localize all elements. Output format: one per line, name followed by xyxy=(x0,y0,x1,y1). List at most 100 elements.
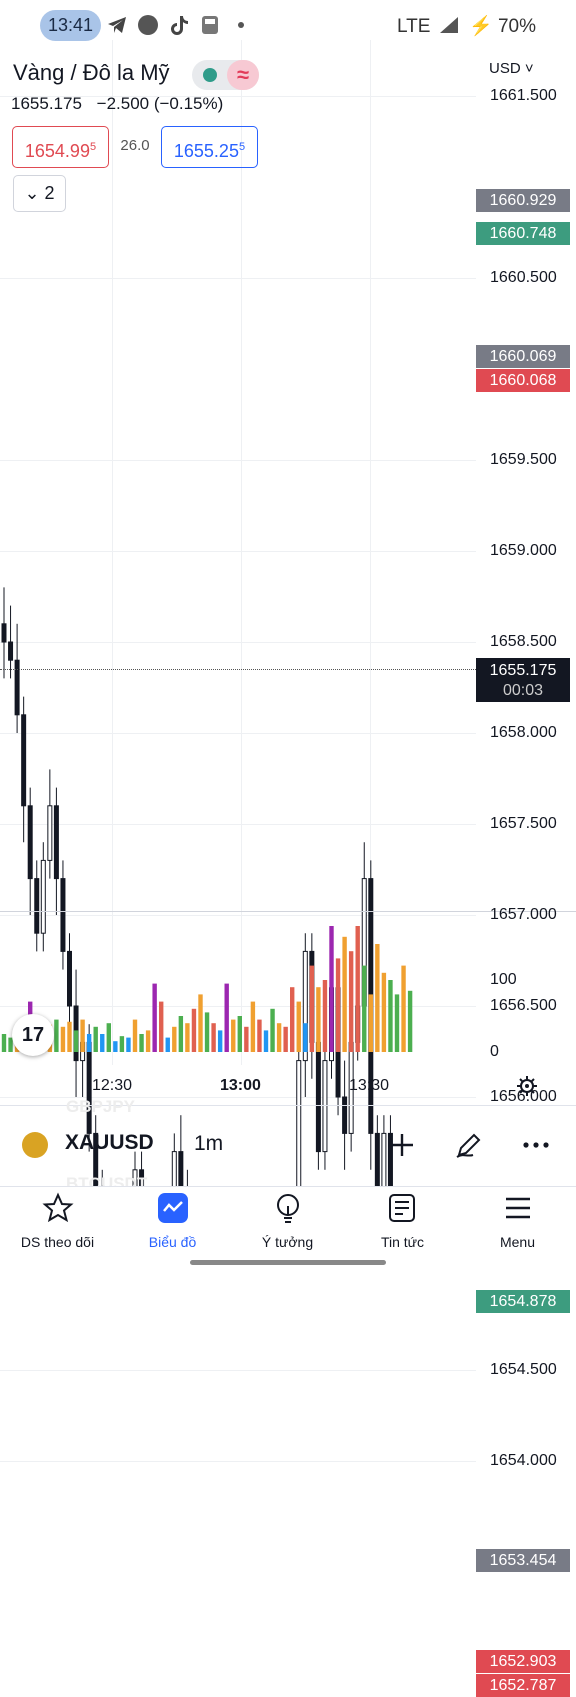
price-level-label: 1652.787 xyxy=(476,1673,570,1697)
spread-value: 26.0 xyxy=(120,137,150,154)
candle-body xyxy=(47,805,53,861)
h-gridline xyxy=(0,1370,476,1371)
gold-coin-icon[interactable] xyxy=(22,1132,48,1158)
h-gridline xyxy=(0,460,476,461)
volume-tick: 0 xyxy=(490,1043,499,1060)
volume-bar xyxy=(126,1037,131,1052)
plus-icon[interactable] xyxy=(388,1131,416,1159)
volume-bar xyxy=(276,1023,282,1052)
volume-bar xyxy=(191,1008,197,1052)
interval-selector[interactable]: 1m xyxy=(194,1132,224,1155)
toolbar-divider xyxy=(0,1105,576,1106)
price-tick: 1657.000 xyxy=(490,906,557,923)
current-price-line xyxy=(0,669,490,670)
candle-body xyxy=(60,878,66,952)
volume-bar xyxy=(8,1037,13,1052)
price-change: −2.500 (−0.15%) xyxy=(96,94,224,113)
price-level-label: 1660.069 xyxy=(476,345,570,369)
price-tick: 1654.500 xyxy=(490,1361,557,1378)
buy-button[interactable]: 1655.255 xyxy=(161,126,258,168)
more-icon[interactable] xyxy=(522,1131,550,1159)
h-gridline xyxy=(0,1097,476,1098)
volume-bar xyxy=(316,987,321,1052)
last-price: 1655.175 xyxy=(11,94,82,113)
volume-tick: 100 xyxy=(490,971,517,988)
volume-bar xyxy=(119,1036,125,1052)
symbol-title[interactable]: Vàng / Đô la Mỹ xyxy=(13,60,170,85)
price-tick: 1656.500 xyxy=(490,997,557,1014)
h-gridline xyxy=(0,733,476,734)
candle-body xyxy=(86,1041,92,1134)
price-level-label: 1660.068 xyxy=(476,369,570,393)
price-tick: 1657.500 xyxy=(490,815,557,832)
buy-price: 1655.25 xyxy=(173,141,239,161)
h-gridline xyxy=(0,1461,476,1462)
volume-bar xyxy=(270,1008,275,1052)
h-gridline xyxy=(0,915,476,916)
volume-bar xyxy=(198,994,203,1052)
volume-bar xyxy=(60,1026,66,1052)
price-tick: 1656.000 xyxy=(490,1088,557,1105)
v-gridline xyxy=(241,40,242,1065)
sell-button[interactable]: 1654.995 xyxy=(12,126,109,168)
volume-bar xyxy=(290,987,295,1052)
nav-item-ideas[interactable]: Ý tưởng xyxy=(230,1192,345,1250)
price-tick: 1661.500 xyxy=(490,87,557,104)
volume-bar xyxy=(204,1012,210,1052)
menu-icon xyxy=(505,1197,530,1219)
network-type: LTE xyxy=(397,16,431,37)
nav-label: Menu xyxy=(499,1234,536,1250)
status-right: LTE ⚡ 70% xyxy=(397,14,536,38)
settings-gear-icon[interactable] xyxy=(516,1075,538,1097)
candle-body xyxy=(342,1096,348,1134)
candle-body xyxy=(178,1151,184,1189)
nav-item-news[interactable]: Tin tức xyxy=(345,1192,460,1250)
price-level-label: 1660.929 xyxy=(476,188,570,212)
volume-bar xyxy=(106,1023,111,1052)
volume-bar xyxy=(100,1034,105,1052)
volume-pane-divider[interactable] xyxy=(0,911,576,912)
pen-draw-icon[interactable] xyxy=(455,1131,483,1159)
collapse-indicators-button[interactable]: ⌄ 2 xyxy=(13,175,66,212)
h-gridline xyxy=(0,824,476,825)
symbol-ticker[interactable]: XAUUSD xyxy=(65,1131,154,1154)
currency-selector[interactable]: USD ˅ xyxy=(489,60,534,77)
time-label: 13:30 xyxy=(349,1077,390,1094)
home-indicator[interactable] xyxy=(190,1260,386,1265)
nav-item-watchlist[interactable]: DS theo dõi xyxy=(0,1192,115,1250)
price-level-label: 1654.878 xyxy=(476,1290,570,1314)
currency-label: USD xyxy=(489,60,521,77)
volume-bar xyxy=(113,1041,118,1052)
price-tick: 1658.500 xyxy=(490,633,557,650)
price-summary: 1655.175 −2.500 (−0.15%) xyxy=(11,94,223,114)
nav-item-menu[interactable]: Menu xyxy=(460,1192,575,1250)
signal-icon xyxy=(439,17,458,33)
buy-price-sup: 5 xyxy=(238,141,246,153)
h-gridline xyxy=(0,1006,476,1007)
volume-bar xyxy=(132,1019,138,1052)
telegram-icon xyxy=(108,17,126,33)
volume-bar xyxy=(348,951,354,1052)
volume-bar xyxy=(362,965,367,1052)
nav-label: Tin tức xyxy=(380,1234,425,1250)
candle-body xyxy=(34,878,40,934)
wave-icon[interactable]: ≈ xyxy=(227,60,259,90)
news-icon xyxy=(388,1194,415,1222)
volume-bar xyxy=(263,1030,269,1052)
price-tick: 1654.000 xyxy=(490,1452,557,1469)
volume-bar xyxy=(145,1030,151,1052)
volume-bar xyxy=(217,1030,223,1052)
candle-body xyxy=(302,950,308,1062)
nav-item-chart[interactable]: Biểu đồ xyxy=(115,1192,230,1250)
volume-bar xyxy=(322,980,328,1052)
current-price-label: 1655.175 00:03 xyxy=(476,658,570,702)
tradingview-logo[interactable]: 17 xyxy=(12,1014,54,1056)
volume-bar xyxy=(178,1016,184,1052)
price-tick: 1660.500 xyxy=(490,269,557,286)
volume-bar xyxy=(224,983,229,1052)
volume-bar xyxy=(296,1001,301,1052)
pay-icon xyxy=(202,16,218,34)
volume-bar xyxy=(73,1030,79,1052)
market-open-dot-icon xyxy=(203,68,217,82)
nav-label: Ý tưởng xyxy=(261,1234,314,1250)
